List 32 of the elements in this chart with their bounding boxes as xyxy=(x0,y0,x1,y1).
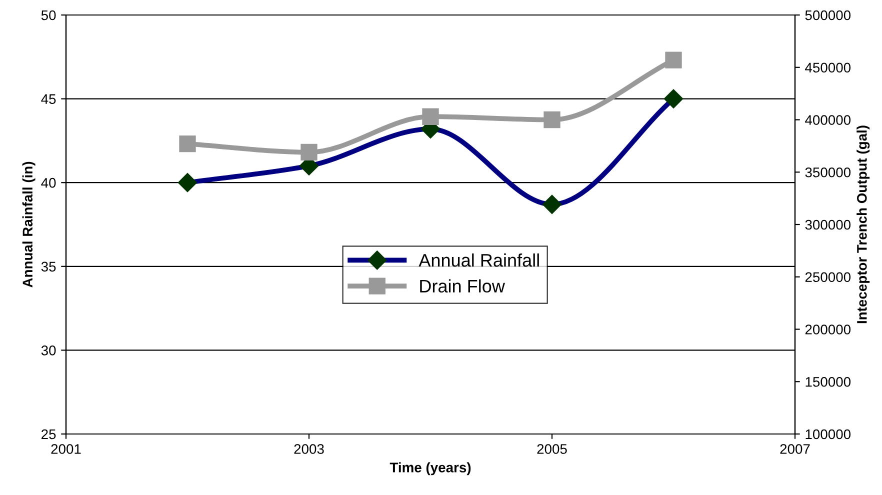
legend-label: Drain Flow xyxy=(420,279,505,293)
y2-tick-label: 500000 xyxy=(805,10,851,20)
y-axis-title: Annual Rainfall (in) xyxy=(22,162,36,288)
y-tick-label: 30 xyxy=(41,346,56,356)
y2-axis-title: Inteceptor Trench Output (gal) xyxy=(856,126,870,324)
y-tick-label: 45 xyxy=(41,94,56,104)
point xyxy=(422,108,439,125)
point xyxy=(179,136,196,152)
y-tick-label: 35 xyxy=(41,262,56,272)
x-axis-title: Time (years) xyxy=(390,462,471,476)
point xyxy=(542,194,562,214)
x-tick-label: 2003 xyxy=(294,444,324,454)
point xyxy=(300,144,318,161)
x-tick-label: 2005 xyxy=(537,444,567,454)
y2-tick-label: 150000 xyxy=(806,376,851,387)
y2-tick-label: 450000 xyxy=(805,62,851,73)
y2-tick-label: 400000 xyxy=(805,115,851,125)
y2-tick-label: 250000 xyxy=(805,272,851,282)
point xyxy=(665,52,682,68)
point xyxy=(178,173,198,192)
y-tick-label: 25 xyxy=(42,429,56,440)
point xyxy=(544,111,560,128)
x-tick-label: 2001 xyxy=(51,444,81,454)
point xyxy=(664,89,684,108)
y-tick-label: 50 xyxy=(41,10,56,20)
y-tick-label: 40 xyxy=(41,178,56,188)
y2-tick-label: 100000 xyxy=(806,429,851,440)
legend-label: Annual Rainfall xyxy=(418,253,539,267)
y2-tick-label: 300000 xyxy=(805,220,851,230)
y2-tick-label: 200000 xyxy=(805,324,851,334)
x-tick-label: 2007 xyxy=(780,444,810,454)
y2-tick-label: 350000 xyxy=(805,167,851,178)
